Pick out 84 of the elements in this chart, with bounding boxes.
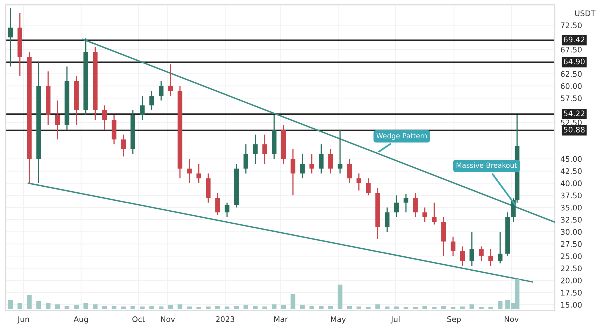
candlestick	[224, 202, 230, 218]
candlestick	[290, 148, 296, 196]
candlestick	[55, 100, 60, 140]
candlestick	[196, 163, 202, 184]
candlestick	[356, 173, 362, 192]
bar	[470, 304, 474, 310]
candlestick	[404, 194, 409, 214]
bar	[55, 304, 60, 310]
bar	[300, 305, 305, 310]
candlestick	[488, 248, 494, 267]
bar	[216, 306, 220, 310]
bar	[356, 306, 362, 310]
bar	[347, 306, 352, 310]
bar	[130, 306, 136, 310]
candlestick	[385, 207, 390, 233]
candlestick	[470, 231, 474, 267]
candlestick	[121, 134, 126, 158]
bar	[102, 306, 108, 310]
candlestick	[253, 134, 258, 165]
bar	[328, 306, 334, 310]
bar	[159, 306, 164, 310]
bar	[385, 306, 390, 310]
bar	[27, 296, 32, 310]
candlestick	[216, 192, 220, 216]
bar	[514, 278, 520, 310]
bar	[206, 306, 211, 310]
candlestick	[112, 114, 117, 146]
bar	[168, 305, 174, 310]
bar	[422, 306, 428, 310]
candlestick	[479, 246, 484, 262]
candlestick	[140, 95, 145, 121]
bar	[84, 303, 88, 310]
bar	[150, 306, 154, 310]
candlestick	[422, 207, 428, 223]
bar	[498, 301, 503, 310]
candlestick	[168, 64, 174, 96]
candlestick	[366, 178, 371, 196]
bar	[18, 303, 22, 310]
bar	[8, 300, 14, 310]
candlestick	[347, 158, 352, 184]
candlestick	[498, 231, 503, 264]
candlestick	[310, 154, 314, 174]
bar	[281, 305, 286, 310]
bar	[36, 302, 42, 310]
bar	[187, 306, 192, 310]
bar	[224, 306, 230, 310]
bar	[234, 306, 240, 310]
candlestick	[442, 216, 446, 257]
bar	[338, 284, 343, 310]
candlestick	[8, 8, 14, 68]
bar	[93, 304, 98, 310]
candlestick	[413, 192, 418, 218]
bar	[272, 304, 277, 310]
bar	[244, 305, 248, 310]
candlestick	[262, 134, 268, 165]
candlestick	[206, 173, 211, 204]
candlestick	[450, 236, 456, 257]
candlestick	[394, 195, 400, 218]
candlestick	[432, 202, 437, 226]
candlestick	[328, 148, 334, 174]
bar	[46, 303, 51, 310]
candlestick	[150, 90, 154, 112]
bar	[140, 306, 145, 310]
bar	[290, 294, 296, 310]
bar	[74, 305, 79, 310]
candlestick	[244, 144, 248, 174]
bar	[310, 306, 314, 310]
candlestick	[159, 80, 164, 102]
candlestick	[319, 144, 324, 174]
bar	[394, 306, 400, 310]
bar	[460, 306, 466, 310]
bar	[112, 306, 117, 310]
candlestick	[102, 105, 108, 131]
bar	[121, 306, 126, 310]
bar	[178, 304, 183, 310]
candlestick	[338, 129, 343, 174]
bar	[319, 306, 324, 310]
candlestick	[460, 246, 466, 267]
bar	[64, 306, 70, 310]
bar	[253, 306, 258, 310]
bar	[376, 304, 380, 310]
bar	[442, 306, 446, 310]
candlestick	[300, 154, 305, 180]
bar	[262, 306, 268, 310]
